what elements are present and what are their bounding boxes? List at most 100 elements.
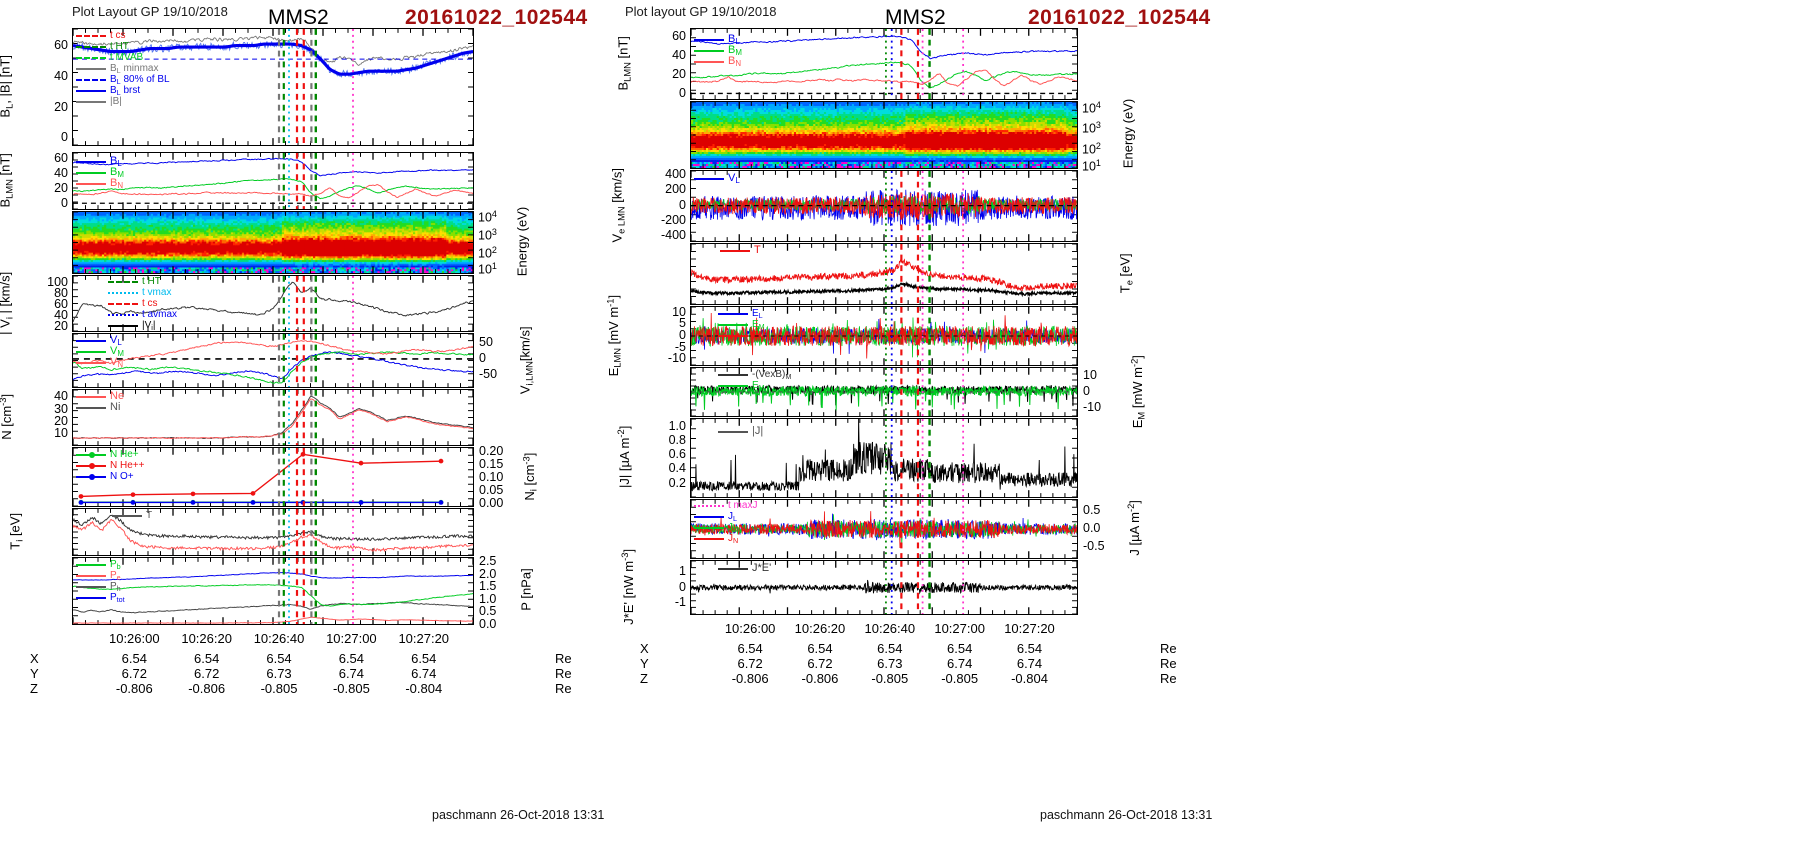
- y-axis-title: Energy (eV): [514, 206, 530, 276]
- figure-right-electron-overview: Plot layout GP 19/10/2018 MMS2 20161022_…: [620, 0, 1804, 841]
- y-tick-label: 103: [478, 226, 497, 243]
- legend-item: BL: [76, 156, 124, 168]
- legend-label: JM: [728, 522, 739, 535]
- y-tick-label: 60: [54, 151, 68, 166]
- legend: N He+ N He++ N O+: [76, 449, 144, 482]
- legend-item: t MVAB: [76, 52, 170, 63]
- panel-left-ion-energy-spectrogram: [72, 211, 474, 274]
- legend-label: BL minmax: [110, 63, 159, 76]
- legend-label: t HT: [110, 41, 129, 52]
- legend-item: JM: [694, 522, 757, 535]
- legend-label: Ph: [110, 581, 121, 594]
- legend-swatch: [694, 178, 724, 180]
- legend-label: EN: [752, 330, 764, 343]
- y-axis-title: J [µA m-2]: [1126, 500, 1142, 556]
- y-tick-label: 101: [478, 260, 497, 277]
- legend-item: EN: [718, 330, 765, 343]
- legend-item: T: [112, 510, 152, 521]
- legend-label: BN: [110, 177, 124, 191]
- legend: T: [112, 510, 152, 521]
- legend-swatch: [76, 79, 106, 81]
- panel-left-density: [72, 389, 474, 446]
- legend-label: Ne: [110, 390, 125, 402]
- legend-label: -(VexB)M: [752, 369, 792, 382]
- panel-left-bl-babs: [72, 28, 474, 146]
- legend-label: N He+: [110, 449, 139, 460]
- panel-right-electron-temperature: [690, 243, 1078, 305]
- legend-label: t MVAB: [110, 52, 144, 63]
- legend-item: BL minmax: [76, 63, 170, 76]
- legend-item: Ptot: [76, 592, 125, 604]
- legend-swatch: [76, 183, 106, 185]
- y-tick-label: 40: [54, 389, 68, 404]
- legend-item: t maxJ: [694, 500, 757, 511]
- x-tick-label: 10:26:00: [724, 621, 776, 636]
- legend-swatch: [76, 161, 106, 163]
- legend-swatch: [108, 281, 138, 283]
- legend-label: t cs: [110, 30, 126, 41]
- y-tick-label: 0.0: [479, 617, 497, 631]
- y-axis-title: Te [eV]: [1117, 253, 1135, 294]
- y-tick-label: 5: [679, 316, 686, 331]
- legend-item: Pe: [76, 570, 125, 583]
- legend-label: Pe: [110, 570, 121, 583]
- legend-item: EM: [718, 380, 791, 393]
- y-tick-label: -10: [667, 351, 686, 366]
- legend-label: VL: [728, 172, 740, 186]
- panel-right-e-lmn: [690, 306, 1078, 366]
- ephemeris-value: 6.54: [1016, 641, 1043, 656]
- legend-swatch: [76, 396, 106, 398]
- legend-swatch: [108, 303, 138, 305]
- legend-item: N He++: [76, 460, 144, 471]
- y-tick-label: -200: [660, 212, 686, 227]
- y-tick-label: 104: [478, 209, 497, 225]
- legend-item: BM: [76, 167, 124, 179]
- ephemeris-row-label: X: [30, 651, 39, 666]
- legend-label: T: [146, 510, 153, 521]
- ephemeris-value: -0.806: [731, 671, 769, 686]
- legend-item: VM: [76, 346, 124, 358]
- legend-label: t HT: [142, 276, 161, 287]
- y-axis-title: N [cm-3]: [0, 393, 14, 440]
- panel-right-current-magnitude: [690, 418, 1078, 498]
- legend-label: EM: [752, 380, 765, 393]
- legend: J*E': [718, 563, 771, 574]
- y-tick-label: 20: [54, 318, 68, 333]
- legend-item: Ne: [76, 391, 124, 402]
- legend-item: Ph: [76, 581, 125, 594]
- legend-swatch: [76, 35, 106, 37]
- y-tick-label: 20: [672, 67, 686, 82]
- panel-right-em-convection: [690, 367, 1078, 417]
- y-axis-title: | Vi | [km/s]: [0, 271, 15, 334]
- ephemeris-unit: Re: [555, 651, 572, 666]
- legend-label: |Vi|: [142, 320, 156, 333]
- legend-item: BM: [694, 45, 742, 57]
- panel-left-ion-composition: [72, 447, 474, 507]
- credit-left: paschmann 26-Oct-2018 13:31: [432, 808, 605, 822]
- legend-swatch: [718, 568, 748, 570]
- legend: -(VexB)M EM: [718, 369, 792, 393]
- y-axis-title: BL, |B| [nT]: [0, 55, 15, 118]
- panel-right-b-lmn: [690, 28, 1078, 100]
- legend-item: VN: [76, 357, 124, 369]
- y-tick-label: 2.0: [479, 566, 497, 581]
- ephemeris-unit: Re: [1160, 641, 1177, 656]
- legend-swatch: [718, 385, 748, 387]
- y-tick-label: 0: [479, 350, 486, 365]
- legend-swatch: [694, 39, 724, 41]
- x-tick-label: 10:26:40: [864, 621, 916, 636]
- panel-left-pressure: [72, 557, 474, 625]
- ephemeris-value: 6.73: [266, 666, 292, 681]
- credit-right: paschmann 26-Oct-2018 13:31: [1040, 808, 1213, 822]
- legend-label: VL: [110, 334, 122, 348]
- y-tick-label: 60: [54, 38, 68, 53]
- legend-swatch: [694, 516, 724, 518]
- y-tick-label: 0.2: [668, 475, 686, 490]
- y-axis-title: J*E' [nW m-3]: [620, 548, 636, 625]
- ephemeris-unit: Re: [1160, 671, 1177, 686]
- legend-swatch: [718, 374, 748, 376]
- legend-item: t cs: [76, 30, 170, 41]
- legend: t maxJ JL JM JN: [694, 500, 757, 545]
- panel-right-j-lmn: [690, 499, 1078, 559]
- ephemeris-value: 6.54: [947, 641, 973, 656]
